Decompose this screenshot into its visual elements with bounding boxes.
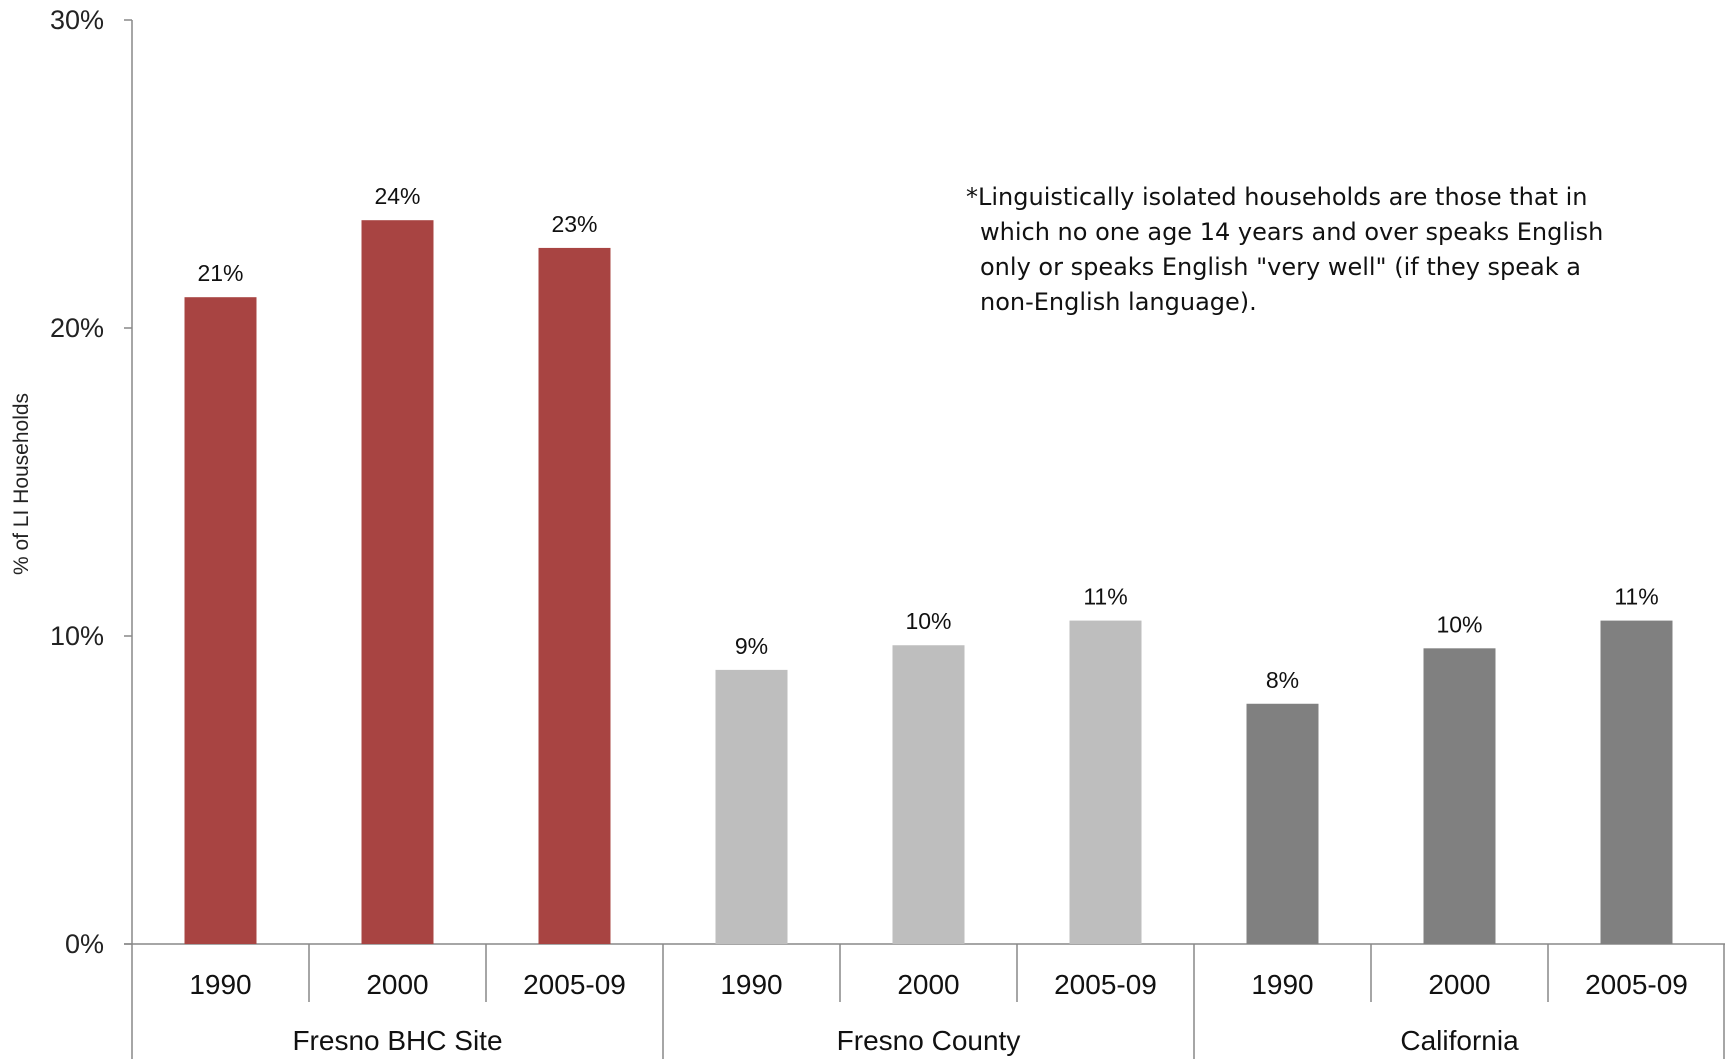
bar [1069, 620, 1142, 944]
y-axis-title: % of LI Households [10, 393, 33, 575]
group-label: California [1400, 1025, 1519, 1056]
footnote-line: only or speaks English "very well" (if t… [980, 253, 1581, 281]
data-label: 9% [735, 633, 768, 659]
data-label: 24% [374, 183, 420, 209]
y-tick-label: 0% [65, 929, 104, 959]
bar [1600, 620, 1673, 944]
category-label: 2005-09 [523, 969, 626, 1000]
group-label: Fresno County [837, 1025, 1021, 1056]
category-label: 2000 [1428, 969, 1490, 1000]
category-label: 2000 [897, 969, 959, 1000]
bar [184, 297, 257, 944]
footnote-line: *Linguistically isolated households are … [966, 183, 1588, 211]
data-label: 21% [197, 260, 243, 286]
data-label: 10% [1436, 611, 1482, 637]
bar [1423, 648, 1496, 944]
data-label: 11% [1083, 584, 1127, 610]
labels: 21% 1990 24% 2000 23% 2005-09 Fresno BHC Site 9… [189, 183, 1688, 1056]
category-label: 2005-09 [1054, 969, 1157, 1000]
category-label: 1990 [1251, 969, 1313, 1000]
data-label: 11% [1614, 584, 1658, 610]
bar [361, 220, 434, 944]
y-tick-label: 30% [50, 5, 104, 35]
bar [892, 645, 965, 944]
bar [538, 247, 611, 945]
data-label: 10% [905, 608, 951, 634]
y-tick-label: 10% [50, 621, 104, 651]
data-label: 8% [1266, 667, 1299, 693]
category-label: 1990 [189, 969, 251, 1000]
y-tick-label: 20% [50, 313, 104, 343]
bar [715, 669, 788, 944]
category-label: 2000 [366, 969, 428, 1000]
bar [1246, 703, 1319, 944]
footnote: *Linguistically isolated households are … [966, 180, 1606, 320]
footnote-line: non-English language). [980, 288, 1257, 316]
footnote-line: which no one age 14 years and over speak… [980, 218, 1604, 246]
data-label: 23% [551, 211, 597, 237]
category-label: 1990 [720, 969, 782, 1000]
bars [184, 220, 1673, 945]
category-label: 2005-09 [1585, 969, 1688, 1000]
group-label: Fresno BHC Site [292, 1025, 502, 1056]
